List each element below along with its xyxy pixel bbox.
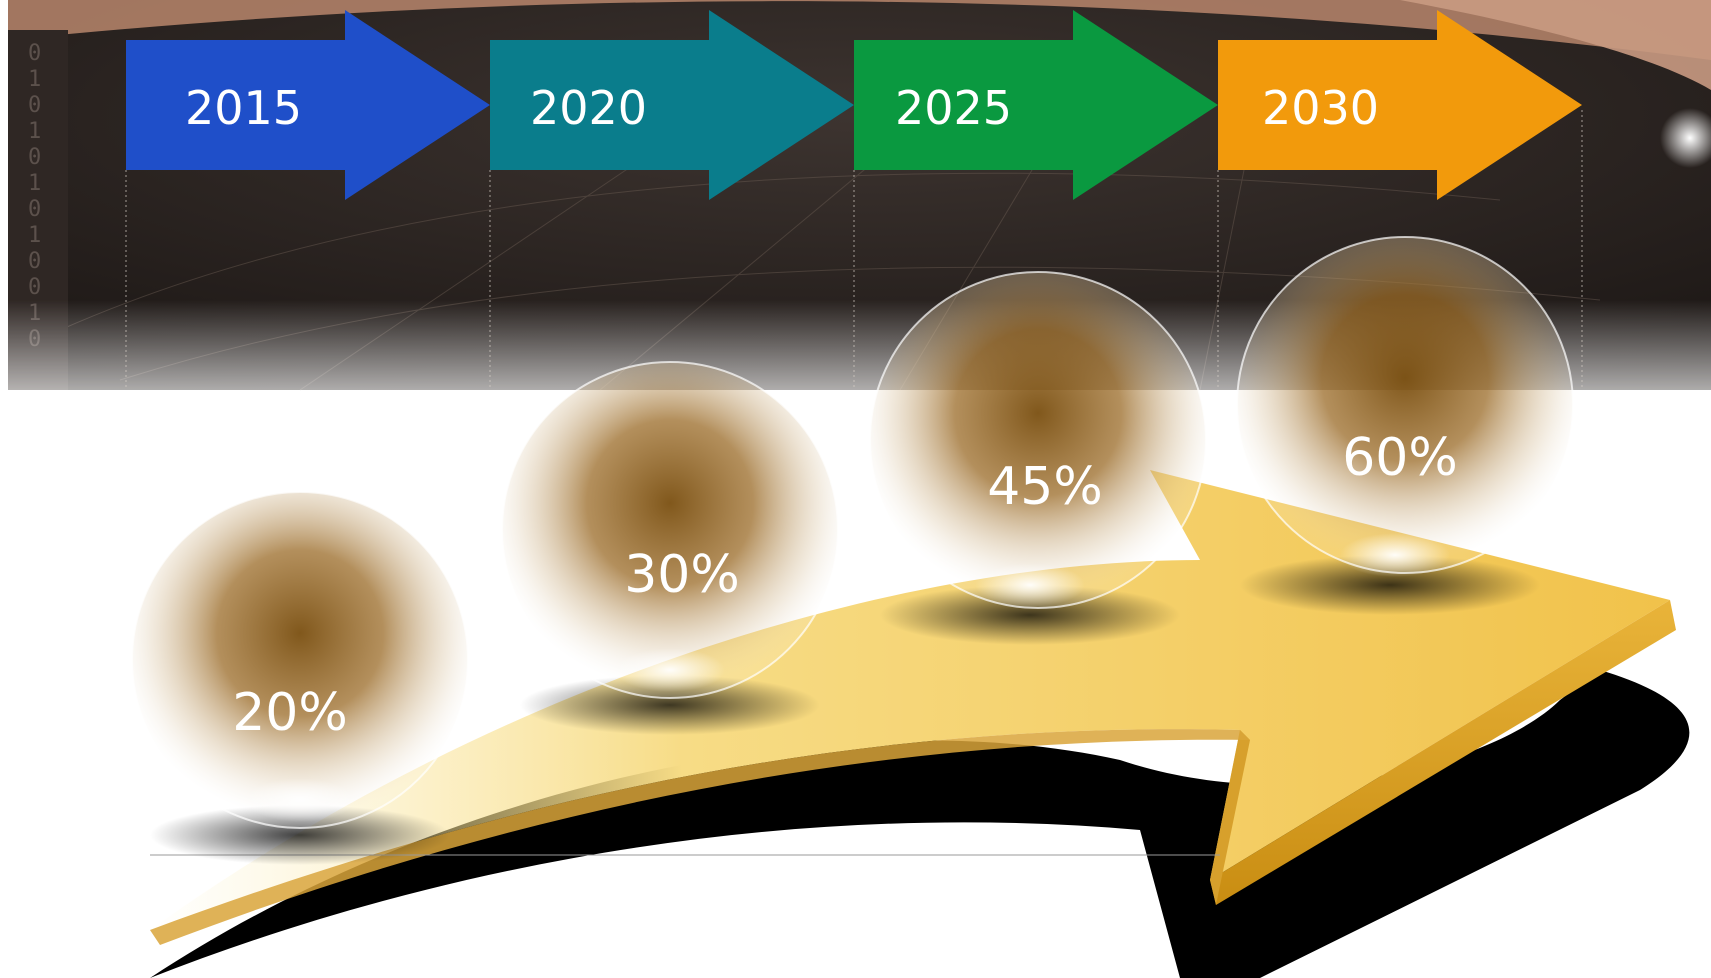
- year-label: 2030: [1262, 81, 1379, 135]
- sphere-body: [131, 491, 469, 829]
- year-arrow-3: 2025: [854, 10, 1218, 200]
- sphere-shadow: [1240, 555, 1540, 615]
- sphere-1: 20%: [131, 491, 469, 865]
- year-label: 2025: [895, 81, 1012, 135]
- year-arrow-2: 2020: [490, 10, 854, 200]
- svg-text:1: 1: [28, 67, 41, 92]
- year-arrow-shape: [854, 10, 1218, 200]
- black-sweep-shadow: [150, 670, 1690, 978]
- year-arrow-shape: [490, 10, 854, 200]
- copper-arc-decoration: [8, 0, 1711, 60]
- svg-text:1: 1: [28, 223, 41, 248]
- svg-text:0: 0: [28, 93, 41, 118]
- sphere-body: [869, 271, 1207, 609]
- sphere-2: 30%: [501, 361, 839, 735]
- year-label: 2020: [530, 81, 647, 135]
- sphere-shadow: [880, 585, 1180, 645]
- gold-arrow-edge: [1210, 600, 1676, 905]
- sphere-highlight: [1340, 533, 1450, 577]
- svg-text:0: 0: [28, 197, 41, 222]
- sphere-highlight: [245, 778, 355, 822]
- percent-label: 60%: [1342, 428, 1458, 488]
- year-arrow-1: 2015: [126, 10, 490, 200]
- sphere-body: [1236, 236, 1574, 574]
- year-arrow-4: 2030: [1218, 10, 1582, 200]
- svg-text:0: 0: [28, 249, 41, 274]
- column-guides: [125, 110, 1583, 390]
- percent-label: 30%: [624, 545, 740, 605]
- svg-text:0: 0: [28, 275, 41, 300]
- sphere-highlight: [615, 648, 725, 692]
- svg-text:0: 0: [28, 145, 41, 170]
- sphere-body: [501, 361, 839, 699]
- svg-text:0: 0: [28, 41, 41, 66]
- sphere-4: 60%: [1236, 236, 1574, 615]
- year-arrow-shape: [126, 10, 490, 200]
- svg-text:1: 1: [28, 171, 41, 196]
- percent-label: 45%: [987, 457, 1103, 517]
- sphere-shadow: [150, 805, 450, 865]
- svg-text:1: 1: [28, 119, 41, 144]
- year-arrows: 2015 2020 2025 2030: [126, 10, 1582, 200]
- year-arrow-shape: [1218, 10, 1582, 200]
- sphere-3: 45%: [869, 271, 1207, 645]
- sphere-highlight: [975, 563, 1085, 607]
- year-label: 2015: [185, 81, 302, 135]
- sphere-shadow: [520, 675, 820, 735]
- lens-flare: [1660, 108, 1711, 168]
- percent-label: 20%: [232, 683, 348, 743]
